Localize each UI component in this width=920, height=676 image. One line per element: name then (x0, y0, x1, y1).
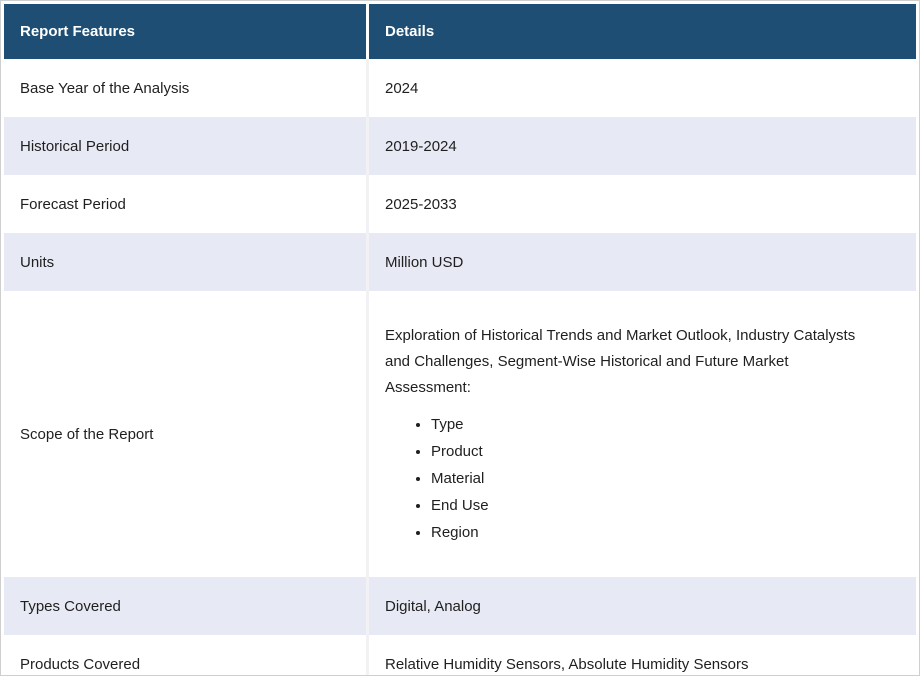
feature-cell: Units (4, 233, 369, 291)
table-row: Units Million USD (4, 233, 916, 291)
feature-cell: Forecast Period (4, 175, 369, 233)
feature-cell: Products Covered (4, 635, 369, 675)
detail-cell: 2025-2033 (369, 175, 916, 233)
report-features-table: Report Features Details Base Year of the… (4, 4, 916, 675)
scope-bullet-item: Region (431, 519, 900, 546)
table-row: Products Covered Relative Humidity Senso… (4, 635, 916, 675)
header-row: Report Features Details (4, 4, 916, 59)
table-row-scope: Scope of the Report Exploration of Histo… (4, 291, 916, 577)
detail-cell: 2024 (369, 59, 916, 117)
table-row: Types Covered Digital, Analog (4, 577, 916, 635)
detail-cell: Digital, Analog (369, 577, 916, 635)
column-header-details: Details (369, 4, 916, 59)
detail-cell: Relative Humidity Sensors, Absolute Humi… (369, 635, 916, 675)
table-row: Historical Period 2019-2024 (4, 117, 916, 175)
feature-cell: Scope of the Report (4, 291, 369, 577)
scope-bullet-item: Material (431, 465, 900, 492)
feature-cell: Historical Period (4, 117, 369, 175)
scope-bullet-item: Product (431, 438, 900, 465)
scope-bullet-item: End Use (431, 492, 900, 519)
table-row: Base Year of the Analysis 2024 (4, 59, 916, 117)
detail-cell: 2019-2024 (369, 117, 916, 175)
detail-cell: Exploration of Historical Trends and Mar… (369, 291, 916, 577)
feature-cell: Types Covered (4, 577, 369, 635)
scope-bullet-item: Type (431, 411, 900, 438)
detail-cell: Million USD (369, 233, 916, 291)
column-header-report-features: Report Features (4, 4, 369, 59)
scope-description: Exploration of Historical Trends and Mar… (385, 326, 856, 396)
scope-bullet-list: Type Product Material End Use Region (385, 411, 900, 546)
feature-cell: Base Year of the Analysis (4, 59, 369, 117)
table-row: Forecast Period 2025-2033 (4, 175, 916, 233)
